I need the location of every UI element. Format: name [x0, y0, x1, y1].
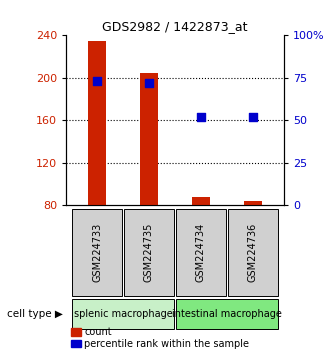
- Bar: [176, 209, 226, 296]
- Bar: [72, 299, 174, 329]
- Text: cell type ▶: cell type ▶: [7, 309, 62, 319]
- Bar: [88, 41, 106, 205]
- Text: intestinal macrophage: intestinal macrophage: [172, 309, 282, 319]
- Bar: [228, 209, 278, 296]
- Legend: count, percentile rank within the sample: count, percentile rank within the sample: [71, 327, 249, 349]
- Bar: [192, 197, 210, 205]
- Point: [250, 114, 255, 120]
- Bar: [176, 299, 278, 329]
- Title: GDS2982 / 1422873_at: GDS2982 / 1422873_at: [102, 20, 248, 33]
- Bar: [72, 209, 122, 296]
- Point: [94, 79, 100, 84]
- Text: GSM224736: GSM224736: [248, 223, 258, 282]
- Text: splenic macrophage: splenic macrophage: [74, 309, 172, 319]
- Bar: [140, 73, 158, 205]
- Bar: [124, 209, 174, 296]
- Text: GSM224733: GSM224733: [92, 223, 102, 282]
- Point: [198, 114, 204, 120]
- Point: [146, 80, 151, 86]
- Text: GSM224734: GSM224734: [196, 223, 206, 282]
- Bar: [244, 201, 262, 205]
- Text: GSM224735: GSM224735: [144, 223, 154, 282]
